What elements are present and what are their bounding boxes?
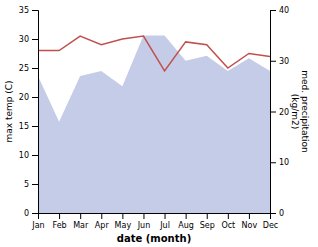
axis-line — [32, 11, 39, 214]
tick-mark — [270, 10, 276, 11]
tick-label: Feb — [53, 221, 67, 230]
x-axis: Jan Feb Mar Apr May Jun Jul Aug Sep Oct Nov Dec — [31, 213, 278, 230]
tick: 25 — [19, 64, 38, 73]
tick-mark — [32, 155, 38, 156]
tick: 15 — [19, 122, 38, 131]
y2-axis-title: med. precipitation(kg/m2) — [290, 70, 310, 152]
tick: 30 — [19, 35, 38, 44]
tick-mark — [80, 213, 81, 219]
tick-label: 40 — [279, 6, 289, 15]
tick: 35 — [19, 6, 38, 15]
tick-mark — [32, 126, 38, 127]
tick: 20 — [19, 93, 38, 102]
tick-mark — [270, 213, 276, 214]
tick-mark — [270, 112, 276, 113]
tick-label: Nov — [242, 221, 258, 230]
tick: Jan — [31, 213, 44, 230]
tick-label: Jun — [137, 221, 151, 230]
tick-mark — [249, 213, 250, 219]
chart: JanFebMarAprMayJunJulAugSepOctNovDec0510… — [0, 0, 318, 247]
tick-mark — [143, 213, 144, 219]
tick-label: Apr — [95, 221, 110, 230]
tick: Dec — [263, 213, 278, 230]
tick: Nov — [242, 213, 258, 230]
tick-label: 20 — [19, 93, 29, 102]
tick-label: 25 — [19, 64, 29, 73]
tick-mark — [32, 10, 38, 11]
marks — [38, 35, 270, 213]
tick-mark — [270, 61, 276, 62]
tick-label: Mar — [73, 221, 89, 230]
y2-axis: 0 10 20 30 40 — [270, 6, 289, 218]
tick: Feb — [53, 213, 67, 230]
title-line: med. precipitation — [300, 70, 310, 152]
tick-mark — [207, 213, 208, 219]
area — [38, 35, 270, 213]
tick: Jun — [137, 213, 151, 230]
title-line: (kg/m2) — [290, 94, 300, 129]
tick-label: Sep — [200, 221, 215, 230]
tick-label: Jan — [31, 221, 44, 230]
tick-label: 35 — [19, 6, 29, 15]
tick: 20 — [270, 108, 289, 117]
tick: Oct — [221, 213, 235, 230]
tick-label: 0 — [279, 209, 284, 218]
line — [38, 36, 270, 71]
tick-mark — [165, 213, 166, 219]
tick-mark — [122, 213, 123, 219]
tick: 0 — [24, 209, 38, 218]
tick-label: 20 — [279, 108, 289, 117]
tick: May — [115, 213, 132, 230]
y-axis-title: max temp (C) — [4, 80, 14, 142]
tick-label: 0 — [24, 209, 29, 218]
tick-label: 5 — [24, 180, 29, 189]
tick: 40 — [270, 6, 289, 15]
tick-label: Aug — [178, 221, 194, 230]
tick: Mar — [73, 213, 89, 230]
tick-label: 10 — [279, 158, 289, 167]
tick: 30 — [270, 57, 289, 66]
tick-mark — [270, 162, 276, 163]
axis-line — [271, 11, 277, 214]
tick-mark — [32, 39, 38, 40]
tick: Apr — [95, 213, 110, 230]
tick-label: May — [115, 221, 132, 230]
tick-mark — [32, 97, 38, 98]
tick: 0 — [270, 209, 284, 218]
tick: Jul — [159, 213, 170, 230]
tick: Sep — [200, 213, 215, 230]
tick-mark — [186, 213, 187, 219]
y-axis: 0 5 10 15 20 25 30 35 — [19, 6, 39, 218]
tick: 10 — [19, 151, 38, 160]
tick-mark — [32, 213, 38, 214]
tick-label: 10 — [19, 151, 29, 160]
tick: 10 — [270, 158, 289, 167]
tick: Aug — [178, 213, 194, 230]
tick-label: Jul — [159, 221, 170, 230]
tick-label: Dec — [263, 221, 278, 230]
chart-container: JanFebMarAprMayJunJulAugSepOctNovDec0510… — [0, 0, 318, 247]
tick-mark — [228, 213, 229, 219]
axis-line — [39, 214, 271, 220]
tick-mark — [59, 213, 60, 219]
tick-label: 15 — [19, 122, 29, 131]
tick-label: 30 — [19, 35, 29, 44]
tick-label: Oct — [221, 221, 235, 230]
tick-label: 30 — [279, 57, 289, 66]
tick: 5 — [24, 180, 38, 189]
tick-mark — [101, 213, 102, 219]
tick-mark — [32, 184, 38, 185]
x-axis-title: date (month) — [117, 233, 191, 244]
plot: JanFebMarAprMayJunJulAugSepOctNovDec0510… — [19, 6, 289, 230]
tick-mark — [32, 68, 38, 69]
